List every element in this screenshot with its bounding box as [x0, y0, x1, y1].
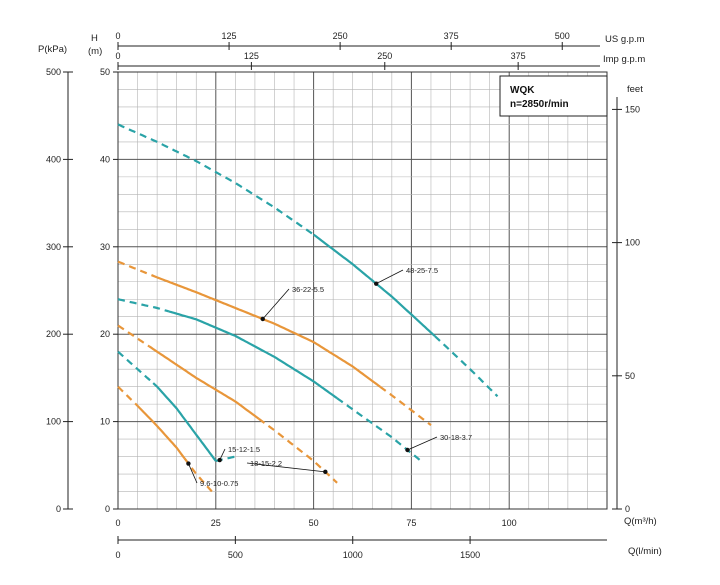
curve-dashed-segment [336, 397, 424, 464]
curve-label-leader [407, 436, 438, 451]
curve-dashed-segment [258, 417, 338, 484]
flow-m3h-tick-label: 50 [309, 518, 319, 528]
chart-title: WQK [510, 85, 535, 96]
curve-label: 15-12-1.5 [228, 445, 260, 454]
curve-solid-segment [168, 310, 338, 400]
us-gpm-tick-label: 500 [555, 31, 570, 41]
curve-dashed-segment [117, 350, 154, 384]
curve-label-leader [219, 448, 226, 461]
us-gpm-tick-label: 125 [222, 31, 237, 41]
imp-gpm-tick-label: 375 [511, 51, 526, 61]
curve-dashed-segment [117, 298, 170, 313]
head-axis-tick-label: 30 [100, 242, 110, 252]
flow-lpm-tick-label: 0 [115, 550, 120, 560]
imp-gpm-tick-label: 250 [377, 51, 392, 61]
head-axis-tick-label: 50 [100, 67, 110, 77]
flow-m3h-tick-label: 0 [115, 518, 120, 528]
curve-label-marker [373, 281, 379, 286]
curve-label: 30-18-3.7 [440, 433, 472, 442]
curve-dashed-segment [434, 335, 499, 398]
curve-label: 36-22-5.5 [292, 285, 324, 294]
flow-lpm-tick-label: 1500 [460, 550, 480, 560]
curve-solid-segment [156, 276, 381, 388]
curve-label-leader [262, 288, 290, 320]
us-gpm-tick-label: 375 [444, 31, 459, 41]
curve-solid-segment [312, 233, 436, 337]
feet-axis-tick-label: 50 [625, 371, 635, 381]
head-axis-tick-label: 10 [100, 417, 110, 427]
legend-box: WQK n=2850r/min [499, 75, 608, 117]
flow-lpm-axis-label: Q(l/min) [628, 546, 662, 557]
flow-m3h-tick-label: 75 [406, 518, 416, 528]
flow-m3h-tick-label: 100 [502, 518, 517, 528]
curve-solid-segment [136, 405, 186, 459]
chart-grid [117, 71, 608, 510]
flow-lpm-tick-label: 500 [228, 550, 243, 560]
flow-m3h-tick-label: 25 [211, 518, 221, 528]
feet-axis-label: feet [627, 84, 643, 95]
plot-frame [117, 71, 608, 510]
us-gpm-axis-label: US g.p.m [605, 34, 645, 45]
curve-dashed-segment [183, 457, 213, 493]
head-axis-unit: (m) [88, 46, 102, 57]
head-axis-tick-label: 40 [100, 154, 110, 164]
head-axis-tick-label: 20 [100, 329, 110, 339]
flow-m3h-axis-label: Q(m³/h) [624, 516, 657, 527]
curve-dashed-segment [379, 385, 432, 426]
head-axis-label: H [91, 33, 98, 44]
curve-label: 18-15-2.2 [250, 459, 282, 468]
curve-label-leader [188, 463, 198, 484]
head-axis-tick-label: 0 [105, 504, 110, 514]
feet-axis-tick-label: 150 [625, 104, 640, 114]
feet-axis-tick-label: 100 [625, 238, 640, 248]
curve-dashed-segment [117, 123, 315, 236]
us-gpm-tick-label: 250 [333, 31, 348, 41]
curve-label: 48-25-7.5 [406, 266, 438, 275]
curve-solid-segment [148, 345, 260, 420]
pressure-axis-tick-label: 400 [46, 154, 61, 164]
pressure-axis-tick-label: 500 [46, 67, 61, 77]
pressure-axis-tick-label: 100 [46, 417, 61, 427]
curve-label: 9.6-10-0.75 [200, 479, 238, 488]
pressure-axis-tick-label: 200 [46, 329, 61, 339]
curve-label-leader [246, 462, 326, 473]
performance-curves [117, 123, 499, 493]
curve-solid-segment [152, 382, 217, 462]
curve-label-marker [405, 447, 410, 453]
pressure-axis-label: P(kPa) [38, 44, 67, 55]
imp-gpm-axis-label: Imp g.p.m [603, 54, 645, 65]
imp-gpm-tick-label: 0 [115, 51, 120, 61]
us-gpm-tick-label: 0 [115, 31, 120, 41]
pressure-axis-tick-label: 0 [56, 504, 61, 514]
pressure-axis-tick-label: 300 [46, 242, 61, 252]
chart-subtitle: n=2850r/min [510, 99, 569, 110]
curve-label-leader [376, 269, 404, 285]
curve-dashed-segment [117, 324, 150, 348]
feet-axis-tick-label: 0 [625, 504, 630, 514]
curve-dashed-segment [117, 385, 139, 407]
flow-lpm-tick-label: 1000 [343, 550, 363, 560]
imp-gpm-tick-label: 125 [244, 51, 259, 61]
